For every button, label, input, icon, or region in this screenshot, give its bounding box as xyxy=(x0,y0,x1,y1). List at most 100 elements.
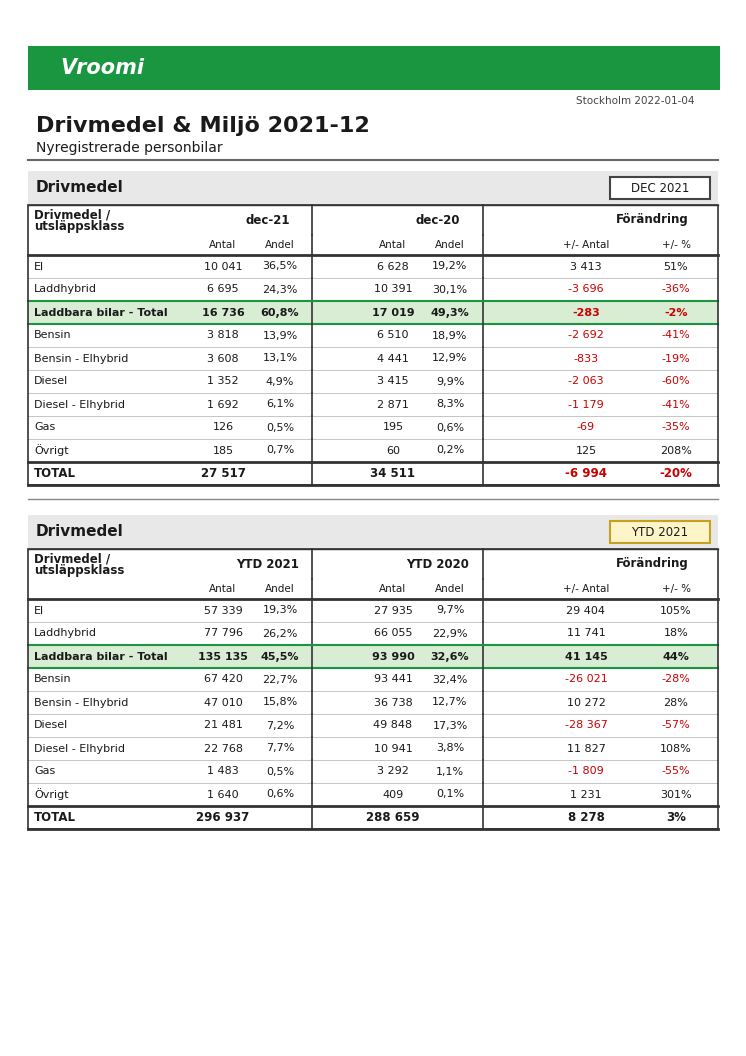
Text: 22,7%: 22,7% xyxy=(263,675,298,684)
Text: utsläppsklass: utsläppsklass xyxy=(34,220,125,233)
Text: -2%: -2% xyxy=(664,307,688,318)
Text: 7,7%: 7,7% xyxy=(266,743,294,754)
Text: 0,2%: 0,2% xyxy=(436,446,464,455)
Bar xyxy=(28,205,718,235)
Text: +/- Antal: +/- Antal xyxy=(562,240,609,250)
Text: Nyregistrerade personbilar: Nyregistrerade personbilar xyxy=(36,142,222,155)
Text: 4,9%: 4,9% xyxy=(266,377,294,386)
Text: Andel: Andel xyxy=(435,584,465,593)
Text: 1 640: 1 640 xyxy=(207,790,239,799)
Text: 3 608: 3 608 xyxy=(207,354,239,363)
Text: 22 768: 22 768 xyxy=(204,743,242,754)
Bar xyxy=(28,549,718,829)
Text: 3 415: 3 415 xyxy=(377,377,409,386)
Text: 6 510: 6 510 xyxy=(377,331,409,340)
Text: 2 871: 2 871 xyxy=(377,399,409,410)
Bar xyxy=(28,463,718,485)
Text: 1 483: 1 483 xyxy=(207,767,239,776)
Text: 27 517: 27 517 xyxy=(201,467,245,480)
Text: 105%: 105% xyxy=(660,605,692,616)
Text: Andel: Andel xyxy=(265,240,295,250)
Text: 67 420: 67 420 xyxy=(204,675,242,684)
Text: -28%: -28% xyxy=(662,675,691,684)
Text: 8,3%: 8,3% xyxy=(436,399,464,410)
Text: Andel: Andel xyxy=(435,240,465,250)
Text: 0,5%: 0,5% xyxy=(266,767,294,776)
Text: Bensin: Bensin xyxy=(34,675,72,684)
Text: 11 827: 11 827 xyxy=(566,743,606,754)
Text: 17,3%: 17,3% xyxy=(433,720,468,731)
Text: 12,9%: 12,9% xyxy=(433,354,468,363)
Text: 301%: 301% xyxy=(660,790,692,799)
Bar xyxy=(28,324,718,347)
Text: Vroomi: Vroomi xyxy=(60,58,144,78)
Text: YTD 2021: YTD 2021 xyxy=(236,558,299,570)
Text: 18%: 18% xyxy=(664,628,689,639)
Text: Diesel: Diesel xyxy=(34,720,68,731)
Bar xyxy=(28,806,718,829)
Bar xyxy=(28,737,718,760)
Text: 126: 126 xyxy=(213,422,233,433)
Text: 135 135: 135 135 xyxy=(198,652,248,661)
Bar xyxy=(28,278,718,301)
Text: 0,6%: 0,6% xyxy=(436,422,464,433)
Text: 26,2%: 26,2% xyxy=(263,628,298,639)
Bar xyxy=(28,691,718,714)
Text: 13,1%: 13,1% xyxy=(263,354,298,363)
Text: Gas: Gas xyxy=(34,422,55,433)
Text: -2 063: -2 063 xyxy=(568,377,604,386)
Bar xyxy=(610,177,710,199)
Text: 24,3%: 24,3% xyxy=(263,284,298,295)
Text: Diesel - Elhybrid: Diesel - Elhybrid xyxy=(34,399,125,410)
Text: -26 021: -26 021 xyxy=(565,675,607,684)
Text: 49,3%: 49,3% xyxy=(430,307,469,318)
Text: 36 738: 36 738 xyxy=(374,698,413,708)
Bar xyxy=(28,714,718,737)
Text: Drivmedel /: Drivmedel / xyxy=(34,209,110,222)
Text: 288 659: 288 659 xyxy=(366,811,420,824)
Text: 10 941: 10 941 xyxy=(374,743,413,754)
Text: Gas: Gas xyxy=(34,767,55,776)
Text: 47 010: 47 010 xyxy=(204,698,242,708)
Text: 45,5%: 45,5% xyxy=(261,652,299,661)
Text: 10 041: 10 041 xyxy=(204,262,242,271)
Text: Förändring: Förändring xyxy=(615,558,689,570)
Text: 9,9%: 9,9% xyxy=(436,377,464,386)
Text: 29 404: 29 404 xyxy=(566,605,606,616)
Text: 13,9%: 13,9% xyxy=(263,331,298,340)
Text: 51%: 51% xyxy=(664,262,689,271)
Text: 34 511: 34 511 xyxy=(371,467,416,480)
Text: 60,8%: 60,8% xyxy=(260,307,299,318)
Text: 57 339: 57 339 xyxy=(204,605,242,616)
Text: 6,1%: 6,1% xyxy=(266,399,294,410)
Bar xyxy=(610,521,710,543)
Text: dec-20: dec-20 xyxy=(416,213,460,226)
Text: 3%: 3% xyxy=(666,811,686,824)
Text: -69: -69 xyxy=(577,422,595,433)
Text: DEC 2021: DEC 2021 xyxy=(631,182,689,194)
Text: Laddbara bilar - Total: Laddbara bilar - Total xyxy=(34,307,168,318)
Text: Laddhybrid: Laddhybrid xyxy=(34,284,97,295)
Text: 66 055: 66 055 xyxy=(374,628,413,639)
Text: Diesel - Elhybrid: Diesel - Elhybrid xyxy=(34,743,125,754)
Text: 15,8%: 15,8% xyxy=(263,698,298,708)
Bar xyxy=(28,515,718,549)
Text: -28 367: -28 367 xyxy=(565,720,607,731)
Text: Bensin - Elhybrid: Bensin - Elhybrid xyxy=(34,354,128,363)
Text: 19,2%: 19,2% xyxy=(433,262,468,271)
Text: Förändring: Förändring xyxy=(615,213,689,226)
Bar xyxy=(28,171,718,205)
Text: 185: 185 xyxy=(213,446,233,455)
Text: 44%: 44% xyxy=(662,652,689,661)
Bar xyxy=(28,579,718,599)
Text: YTD 2020: YTD 2020 xyxy=(407,558,469,570)
Text: El: El xyxy=(34,605,44,616)
Text: 19,3%: 19,3% xyxy=(263,605,298,616)
Bar xyxy=(28,439,718,463)
Text: 6 628: 6 628 xyxy=(377,262,409,271)
Text: 6 695: 6 695 xyxy=(207,284,239,295)
Text: Stockholm 2022-01-04: Stockholm 2022-01-04 xyxy=(576,96,695,106)
Text: Drivmedel: Drivmedel xyxy=(36,181,124,195)
Bar xyxy=(28,622,718,645)
Text: El: El xyxy=(34,262,44,271)
